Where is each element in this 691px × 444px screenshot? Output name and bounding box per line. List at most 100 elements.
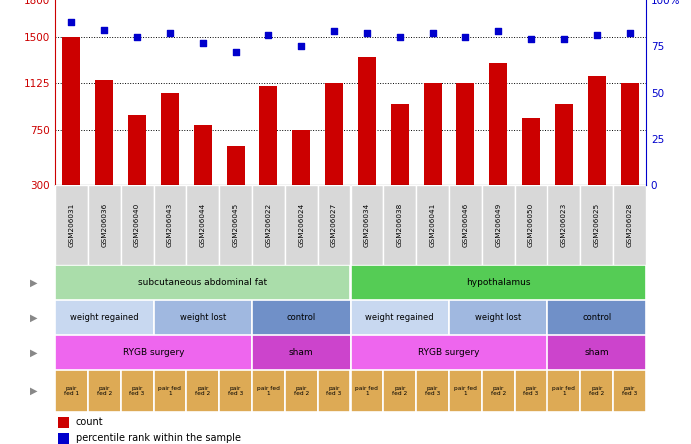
Text: GSM206049: GSM206049	[495, 203, 501, 247]
Bar	[350, 185, 384, 265]
Bar	[187, 370, 219, 412]
Text: GSM206031: GSM206031	[68, 203, 75, 247]
Bar	[121, 370, 153, 412]
Bar	[62, 37, 80, 222]
Text: pair
fed 3: pair fed 3	[129, 385, 144, 396]
Point	[395, 33, 406, 40]
Bar	[219, 370, 252, 412]
Text: pair
fed 3: pair fed 3	[425, 385, 440, 396]
Text: GSM206043: GSM206043	[167, 203, 173, 247]
Text: GSM206025: GSM206025	[594, 203, 600, 247]
Bar	[187, 185, 219, 265]
Text: pair fed
1: pair fed 1	[257, 385, 280, 396]
Text: GSM206024: GSM206024	[299, 203, 304, 247]
Text: GSM206023: GSM206023	[561, 203, 567, 247]
Bar	[285, 185, 318, 265]
Point	[164, 30, 176, 37]
Bar	[580, 370, 613, 412]
Text: sham: sham	[585, 348, 609, 357]
Text: pair
fed 2: pair fed 2	[491, 385, 506, 396]
Bar	[482, 370, 515, 412]
Bar	[613, 370, 646, 412]
Text: GSM206045: GSM206045	[233, 203, 238, 247]
Point	[197, 39, 208, 46]
Bar	[318, 185, 350, 265]
Text: count: count	[76, 417, 104, 427]
Text: pair
fed 1: pair fed 1	[64, 385, 79, 396]
Text: pair
fed 3: pair fed 3	[524, 385, 539, 396]
Bar	[358, 57, 376, 222]
Text: ▶: ▶	[30, 348, 37, 357]
Text: control: control	[287, 313, 316, 322]
Text: GSM206050: GSM206050	[528, 203, 534, 247]
Point	[328, 28, 339, 35]
Bar	[456, 83, 475, 222]
Bar	[449, 185, 482, 265]
Text: GSM206044: GSM206044	[200, 203, 206, 247]
Text: ▶: ▶	[30, 278, 37, 288]
Bar	[252, 300, 350, 335]
Bar	[580, 185, 613, 265]
Bar	[227, 146, 245, 222]
Bar	[416, 185, 449, 265]
Text: GSM206040: GSM206040	[134, 203, 140, 247]
Bar	[252, 185, 285, 265]
Point	[230, 48, 241, 56]
Text: RYGB surgery: RYGB surgery	[418, 348, 480, 357]
Bar	[547, 335, 646, 370]
Bar	[547, 185, 580, 265]
Text: pair
fed 2: pair fed 2	[294, 385, 309, 396]
Bar	[55, 335, 252, 370]
Text: control: control	[582, 313, 612, 322]
Text: GSM206034: GSM206034	[364, 203, 370, 247]
Bar	[153, 300, 252, 335]
Text: GSM206036: GSM206036	[102, 203, 107, 247]
Text: pair
fed 3: pair fed 3	[622, 385, 637, 396]
Point	[263, 32, 274, 39]
Bar	[259, 86, 278, 222]
Bar	[121, 185, 153, 265]
Point	[493, 28, 504, 35]
Text: weight regained: weight regained	[366, 313, 434, 322]
Bar	[153, 370, 187, 412]
Point	[131, 33, 142, 40]
Text: GSM206046: GSM206046	[462, 203, 468, 247]
Bar	[95, 80, 113, 222]
Bar	[350, 370, 384, 412]
Text: pair
fed 3: pair fed 3	[228, 385, 243, 396]
Text: weight lost: weight lost	[180, 313, 226, 322]
Text: GSM206027: GSM206027	[331, 203, 337, 247]
Bar	[292, 130, 310, 222]
Point	[558, 36, 569, 43]
Text: GSM206041: GSM206041	[430, 203, 435, 247]
Bar	[55, 185, 88, 265]
Bar	[285, 370, 318, 412]
Bar	[88, 185, 121, 265]
Bar	[58, 433, 68, 444]
Text: GSM206038: GSM206038	[397, 203, 403, 247]
Bar	[621, 83, 638, 222]
Point	[66, 19, 77, 26]
Text: subcutaneous abdominal fat: subcutaneous abdominal fat	[138, 278, 267, 287]
Text: pair
fed 2: pair fed 2	[97, 385, 112, 396]
Bar	[384, 370, 416, 412]
Text: ▶: ▶	[30, 313, 37, 322]
Text: pair
fed 2: pair fed 2	[392, 385, 408, 396]
Point	[624, 30, 635, 37]
Point	[361, 30, 372, 37]
Bar	[325, 83, 343, 222]
Bar	[193, 125, 211, 222]
Text: weight regained: weight regained	[70, 313, 139, 322]
Point	[296, 43, 307, 50]
Bar	[252, 370, 285, 412]
Text: percentile rank within the sample: percentile rank within the sample	[76, 433, 240, 443]
Text: GSM206022: GSM206022	[265, 203, 272, 247]
Text: sham: sham	[289, 348, 314, 357]
Bar	[416, 370, 449, 412]
Bar	[128, 115, 146, 222]
Text: GSM206028: GSM206028	[627, 203, 632, 247]
Bar	[153, 185, 187, 265]
Text: pair fed
1: pair fed 1	[355, 385, 379, 396]
Bar	[318, 370, 350, 412]
Point	[460, 33, 471, 40]
